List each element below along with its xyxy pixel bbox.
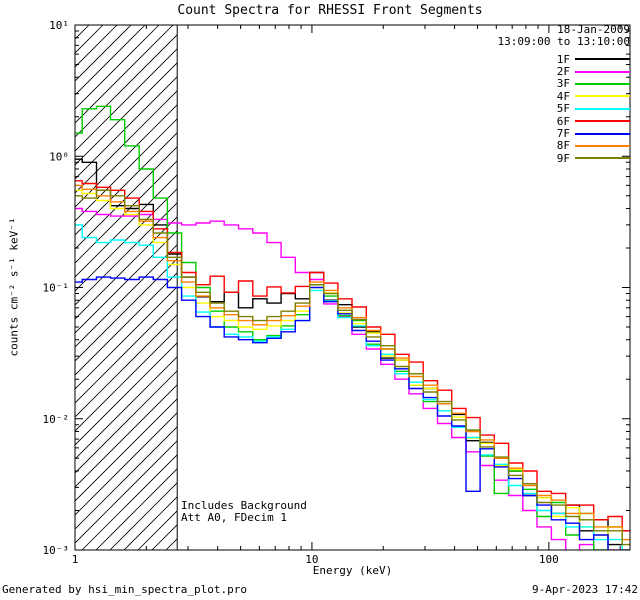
spectrum-line-6f — [75, 180, 630, 532]
legend-row-4f: 4F — [556, 89, 630, 103]
legend-label-9f: 9F — [556, 151, 570, 165]
legend-swatch-5f — [575, 107, 630, 110]
legend-swatch-4f — [575, 95, 630, 98]
page-title: Count Spectra for RHESSI Front Segments — [177, 3, 483, 18]
svg-text:10⁻¹: 10⁻¹ — [43, 282, 70, 295]
spectrum-line-9f — [75, 189, 630, 546]
legend-row-2f: 2F — [556, 65, 630, 79]
legend-swatch-8f — [575, 144, 630, 147]
legend-label-8f: 8F — [556, 139, 570, 153]
legend-label-2f: 2F — [556, 65, 570, 79]
svg-text:100: 100 — [539, 553, 559, 566]
legend-swatch-1f — [575, 58, 630, 61]
observation-datetime: 18-Jan-2009 13:09:00 to 13:10:00 — [498, 24, 630, 48]
detector-legend: 1F 2F 3F 4F 5F 6F 7F 8F 9F — [557, 53, 630, 165]
spectrum-line-7f — [75, 276, 630, 550]
legend-swatch-6f — [575, 120, 630, 123]
legend-label-3f: 3F — [556, 77, 570, 91]
legend-label-5f: 5F — [556, 102, 570, 116]
spectrum-line-1f — [75, 158, 630, 546]
spectrum-line-5f — [75, 224, 623, 550]
svg-text:10⁻³: 10⁻³ — [43, 544, 70, 557]
legend-row-6f: 6F — [556, 114, 630, 128]
observation-date: 18-Jan-2009 — [557, 23, 630, 36]
svg-text:10: 10 — [305, 553, 318, 566]
legend-label-7f: 7F — [556, 127, 570, 141]
legend-row-7f: 7F — [556, 127, 630, 141]
legend-row-5f: 5F — [556, 102, 630, 116]
generator-credit: Generated by hsi_min_spectra_plot.pro — [2, 583, 248, 596]
attenuator-note: Att A0, FDecim 1 — [181, 511, 287, 524]
svg-text:10⁻²: 10⁻² — [43, 413, 70, 426]
legend-label-6f: 6F — [556, 114, 570, 128]
legend-label-4f: 4F — [556, 89, 570, 103]
legend-label-1f: 1F — [556, 52, 570, 66]
legend-swatch-7f — [575, 132, 630, 135]
legend-row-3f: 3F — [556, 77, 630, 91]
y-axis-label: counts cm⁻² s⁻¹ keV⁻¹ — [7, 217, 21, 357]
x-axis-label: Energy (keV) — [312, 564, 393, 577]
legend-row-8f: 8F — [556, 139, 630, 153]
legend-swatch-2f — [575, 70, 630, 73]
legend-row-9f: 9F — [556, 151, 630, 165]
render-timestamp: 9-Apr-2023 17:42 — [532, 583, 638, 596]
svg-text:10¹: 10¹ — [49, 19, 69, 32]
legend-swatch-9f — [575, 157, 630, 160]
svg-text:1: 1 — [72, 553, 79, 566]
svg-text:10⁰: 10⁰ — [49, 150, 69, 163]
plot-notes: Includes Background Att A0, FDecim 1 — [181, 500, 307, 524]
background-note: Includes Background — [181, 499, 307, 512]
legend-swatch-3f — [575, 82, 630, 85]
legend-row-1f: 1F — [556, 52, 630, 66]
observation-time-range: 13:09:00 to 13:10:00 — [497, 35, 630, 48]
spectrum-line-8f — [75, 184, 630, 541]
